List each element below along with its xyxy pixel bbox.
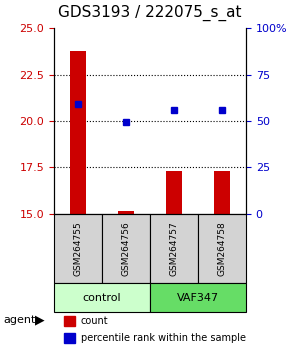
FancyBboxPatch shape: [150, 283, 246, 312]
Text: control: control: [83, 293, 121, 303]
Bar: [166, 171, 182, 214]
Text: VAF347: VAF347: [177, 293, 219, 303]
Text: GSM264758: GSM264758: [218, 221, 226, 276]
Text: GSM264755: GSM264755: [74, 221, 82, 276]
Bar: [70, 51, 86, 214]
FancyBboxPatch shape: [54, 283, 150, 312]
FancyBboxPatch shape: [198, 214, 246, 283]
Text: GSM264756: GSM264756: [122, 221, 130, 276]
FancyBboxPatch shape: [150, 214, 198, 283]
Text: ▶: ▶: [34, 314, 44, 327]
FancyBboxPatch shape: [54, 214, 102, 283]
Text: agent: agent: [3, 315, 35, 325]
Text: GSM264757: GSM264757: [169, 221, 178, 276]
Text: count: count: [81, 316, 109, 326]
Text: percentile rank within the sample: percentile rank within the sample: [81, 333, 246, 343]
Text: GDS3193 / 222075_s_at: GDS3193 / 222075_s_at: [58, 5, 242, 21]
FancyBboxPatch shape: [102, 214, 150, 283]
Bar: [64, 333, 75, 343]
Bar: [64, 316, 75, 326]
Bar: [118, 211, 134, 214]
Bar: [214, 171, 230, 214]
